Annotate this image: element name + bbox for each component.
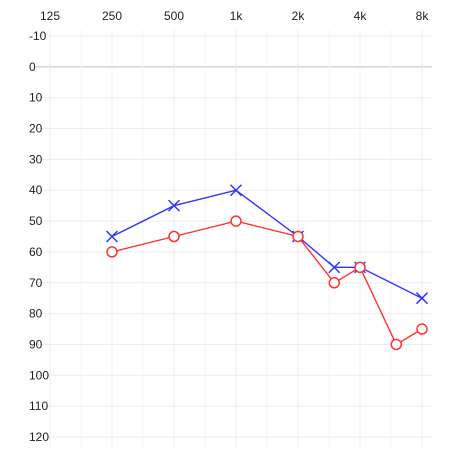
y-tick-label: 50	[29, 214, 43, 228]
y-tick-label: 90	[29, 337, 43, 351]
x-tick-label: 2k	[292, 9, 306, 23]
data-point-x-marker	[167, 199, 181, 212]
x-tick-label: 4k	[354, 9, 368, 23]
data-point-o-marker	[168, 230, 180, 243]
y-tick-label: 0	[29, 60, 36, 74]
data-point-x-marker	[328, 261, 341, 274]
x-tick-label: 500	[164, 9, 184, 23]
data-point-o-marker	[328, 277, 341, 289]
data-point-o-marker	[230, 215, 242, 227]
y-tick-label: 120	[29, 430, 49, 444]
x-tick-label: 8k	[416, 9, 430, 23]
grid	[36, 30, 432, 447]
y-tick-label: 10	[29, 91, 43, 105]
data-point-o-marker	[390, 338, 403, 351]
data-point-o-marker	[292, 230, 304, 243]
series	[105, 184, 429, 351]
y-tick-label: 80	[29, 307, 43, 321]
y-tick-label: 70	[29, 276, 43, 290]
y-tick-label: 100	[29, 368, 49, 382]
data-point-x-marker	[415, 292, 429, 305]
data-point-x-marker	[105, 230, 119, 243]
y-tick-label: 60	[29, 245, 43, 259]
y-tick-label: 20	[29, 122, 43, 136]
data-point-x-marker	[229, 184, 243, 197]
y-tick-label: 110	[29, 399, 48, 413]
data-point-o-marker	[106, 246, 118, 258]
x-tick-label: 125	[40, 9, 60, 23]
axes: 125 250 500 1k 2k 4k 8k -10 0 10 20 30 40 50 60 70 80 90 1…	[29, 9, 429, 444]
y-tick-label: -10	[29, 29, 47, 43]
x-tick-label: 1k	[230, 9, 244, 23]
data-point-o-marker	[354, 261, 366, 274]
data-point-o-marker	[416, 323, 428, 335]
series-line-2	[111, 220, 423, 346]
y-tick-label: 30	[29, 152, 43, 166]
x-tick-label: 250	[102, 9, 122, 23]
y-tick-label: 40	[29, 183, 43, 197]
